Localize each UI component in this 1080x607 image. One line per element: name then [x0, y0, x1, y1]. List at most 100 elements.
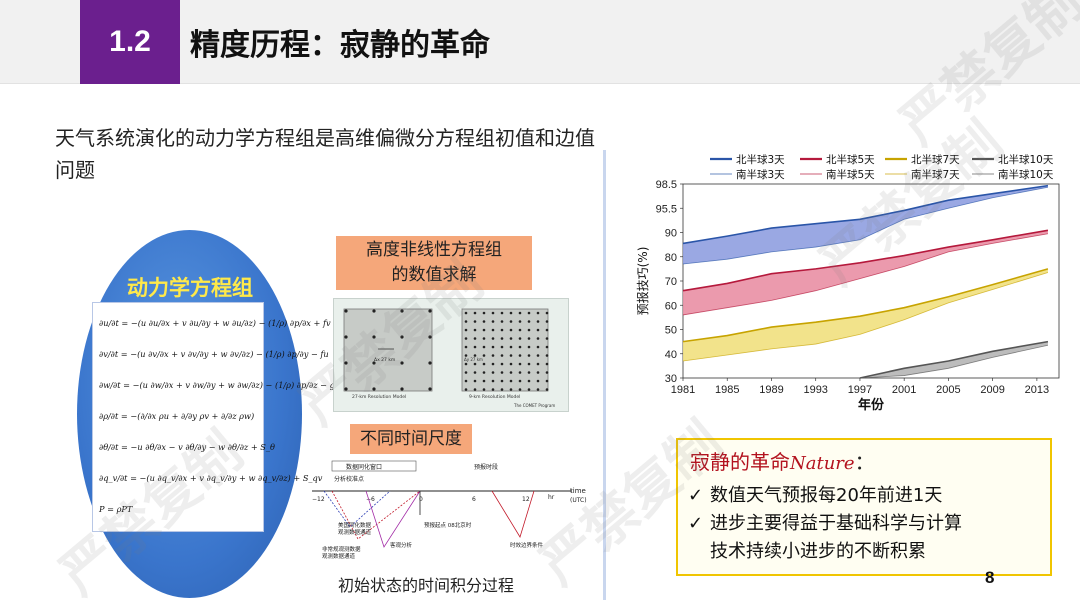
series-band [683, 268, 1048, 362]
y-tick-label: 50 [665, 325, 677, 337]
dy-label: Δy 27 km [464, 357, 483, 362]
grid-dot [527, 337, 531, 340]
grid-dot [400, 309, 404, 313]
grid-dot [527, 320, 531, 323]
equation: ∂w/∂t = −(u ∂w/∂x + v ∂w/∂y + w ∂w/∂z) −… [99, 379, 335, 390]
x-tick-label: 2009 [980, 384, 1004, 396]
grid-dot [518, 345, 522, 349]
time-label: time [570, 487, 586, 495]
assimilation-window-box [331, 460, 417, 472]
callout-title: 寂静的革命Nature： [690, 446, 875, 475]
grid-dot [464, 311, 468, 315]
grid-dot [473, 388, 477, 391]
grid-dot [536, 345, 540, 349]
resolution-grid-figure: Δx 27 km 27-km Resolution Model 9-km Res… [343, 308, 555, 408]
list-item: ✓ 数值天气预报每20年前进1天 [688, 482, 962, 510]
grid-dot [473, 371, 477, 374]
grid-dot [518, 362, 522, 366]
trajectory-blue [323, 490, 391, 528]
grid-dot [518, 320, 522, 323]
coarse-model-label: 27-km Resolution Model [352, 394, 406, 400]
timeline-svg: 数据同化窗口 分析校准点 预报时段 −12 −6 0 6 12 hr time … [312, 460, 587, 560]
grid-dot [482, 345, 486, 349]
legend-entry: 南半球5天 [826, 168, 875, 181]
check-icon: ✓ [688, 513, 704, 534]
grid-dot [545, 388, 549, 391]
grid-dot [464, 328, 468, 332]
utc-label: (UTC) [570, 497, 587, 504]
grid-dot [482, 311, 486, 315]
grid-dot [400, 387, 404, 391]
tick-label: 6 [472, 496, 476, 503]
note: 客观分析 [390, 541, 413, 549]
y-tick-label: 95.5 [656, 203, 677, 215]
grid-dot [491, 362, 495, 366]
grid-dot [491, 337, 495, 340]
grid-dot [500, 379, 504, 383]
grid-dot [482, 337, 486, 340]
grid-dot [464, 388, 468, 391]
series-band [683, 185, 1048, 265]
grid-dot [500, 328, 504, 332]
fine-model-label: 9-km Resolution Model [469, 394, 520, 400]
tick-label: −6 [366, 496, 375, 503]
grid-dot [344, 387, 348, 391]
timescale-label: 不同时间尺度 [350, 424, 472, 454]
grid-dot [482, 354, 486, 357]
y-axis-label: 预报技巧(%) [635, 247, 650, 316]
grid-dot [545, 311, 549, 315]
grid-dot [527, 345, 531, 349]
grid-dot [545, 320, 549, 323]
grid-dot [428, 387, 432, 391]
grid-dot [500, 311, 504, 315]
trajectory-red [331, 490, 421, 540]
grid-dot [344, 309, 348, 313]
grid-dot [536, 320, 540, 323]
equation: ∂v/∂t = −(u ∂v/∂x + v ∂v/∂y + w ∂v/∂z) −… [99, 348, 329, 359]
divider [603, 150, 606, 600]
grid-dot [400, 335, 404, 339]
grid-dot [500, 345, 504, 349]
grid-dot [527, 379, 531, 383]
dynamics-title: 动力学方程组 [127, 276, 253, 300]
grid-dot [491, 320, 495, 323]
header-bar [0, 0, 1080, 84]
fine-grid-square [461, 308, 549, 392]
grid-dot [509, 379, 513, 383]
grid-dot [545, 354, 549, 357]
credit-label: The COMET Program [513, 403, 555, 408]
grid-dot [372, 387, 376, 391]
grid-dot [518, 379, 522, 383]
grid-dot [372, 361, 376, 365]
grid-dot [518, 354, 522, 357]
equation: ∂u/∂t = −(u ∂u/∂x + v ∂u/∂y + w ∂u/∂z) −… [99, 317, 331, 328]
forecast-skill-svg: 30 40 50 60 70 80 90 95.5 98.5 1981 1985 1989 1993 19… [635, 153, 1060, 413]
resolution-grid-panel: Δx 27 km 27-km Resolution Model 9-km Res… [333, 298, 569, 412]
y-tick-label: 70 [665, 276, 677, 288]
x-tick-label: 1989 [759, 384, 783, 396]
timeline-caption: 初始状态的时间积分过程 [338, 576, 515, 595]
note: 美国同化数据 [338, 521, 372, 529]
grid-dot [527, 311, 531, 315]
grid-dot [500, 388, 504, 391]
grid-dot [527, 362, 531, 366]
grid-dot [545, 345, 549, 349]
series-line-nh [682, 229, 1049, 292]
grid-dot [509, 362, 513, 366]
check-icon: ✓ [688, 485, 704, 506]
grid-dot [400, 361, 404, 365]
grid-dot [509, 371, 513, 374]
grid-dot [509, 337, 513, 340]
x-tick-label: 1981 [671, 384, 695, 396]
legend-entry: 南半球10天 [998, 168, 1054, 181]
grid-dot [491, 328, 495, 332]
grid-dot [473, 354, 477, 357]
list-item: ✓ 进步主要得益于基础科学与计算 [688, 510, 962, 538]
x-axis-label: 年份 [858, 397, 885, 412]
grid-dot [344, 361, 348, 365]
grid-dot [536, 328, 540, 332]
x-tick-label: 1997 [848, 384, 872, 396]
analysis-label: 分析校准点 [334, 475, 364, 483]
x-tick-label: 2005 [936, 384, 960, 396]
tick-label: 12 [522, 496, 530, 503]
